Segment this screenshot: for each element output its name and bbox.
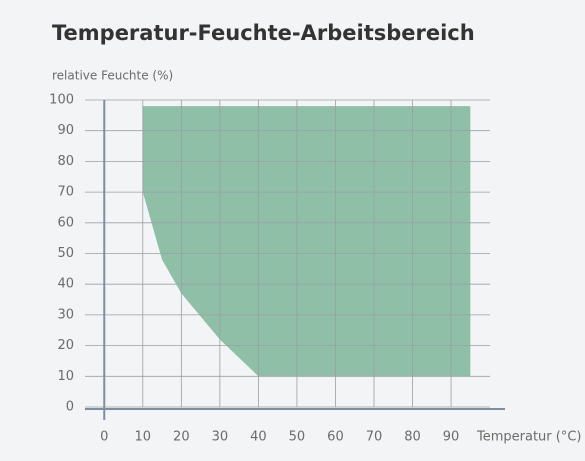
x-tick-label: 50 <box>289 430 306 445</box>
x-tick-label: 60 <box>327 430 344 445</box>
y-tick-label: 30 <box>57 307 74 322</box>
y-tick-label: 20 <box>57 338 74 353</box>
x-tick-label: 70 <box>366 430 383 445</box>
chart-title: Temperatur-Feuchte-Arbeitsbereich <box>52 21 475 45</box>
area <box>142 106 471 377</box>
y-tick-label: 50 <box>57 246 74 261</box>
y-axis-label: relative Feuchte (%) <box>52 69 173 83</box>
y-tick-label: 100 <box>49 93 74 108</box>
y-tick-label: 70 <box>57 185 74 200</box>
x-axis-label: Temperatur (°C) <box>476 430 582 445</box>
x-tick-label: 40 <box>250 430 267 445</box>
y-tick-label: 0 <box>66 400 74 415</box>
x-tick-label: 0 <box>100 430 108 445</box>
x-tick-label: 90 <box>443 430 460 445</box>
y-tick-label: 60 <box>57 215 74 230</box>
x-tick-label: 80 <box>404 430 421 445</box>
y-tick-label: 90 <box>57 123 74 138</box>
y-tick-label: 10 <box>57 369 74 384</box>
y-tick-label: 40 <box>57 277 74 292</box>
x-tick-label: 10 <box>135 430 152 445</box>
x-tick-label: 20 <box>173 430 190 445</box>
y-tick-label: 80 <box>57 154 74 169</box>
x-tick-label: 30 <box>212 430 229 445</box>
